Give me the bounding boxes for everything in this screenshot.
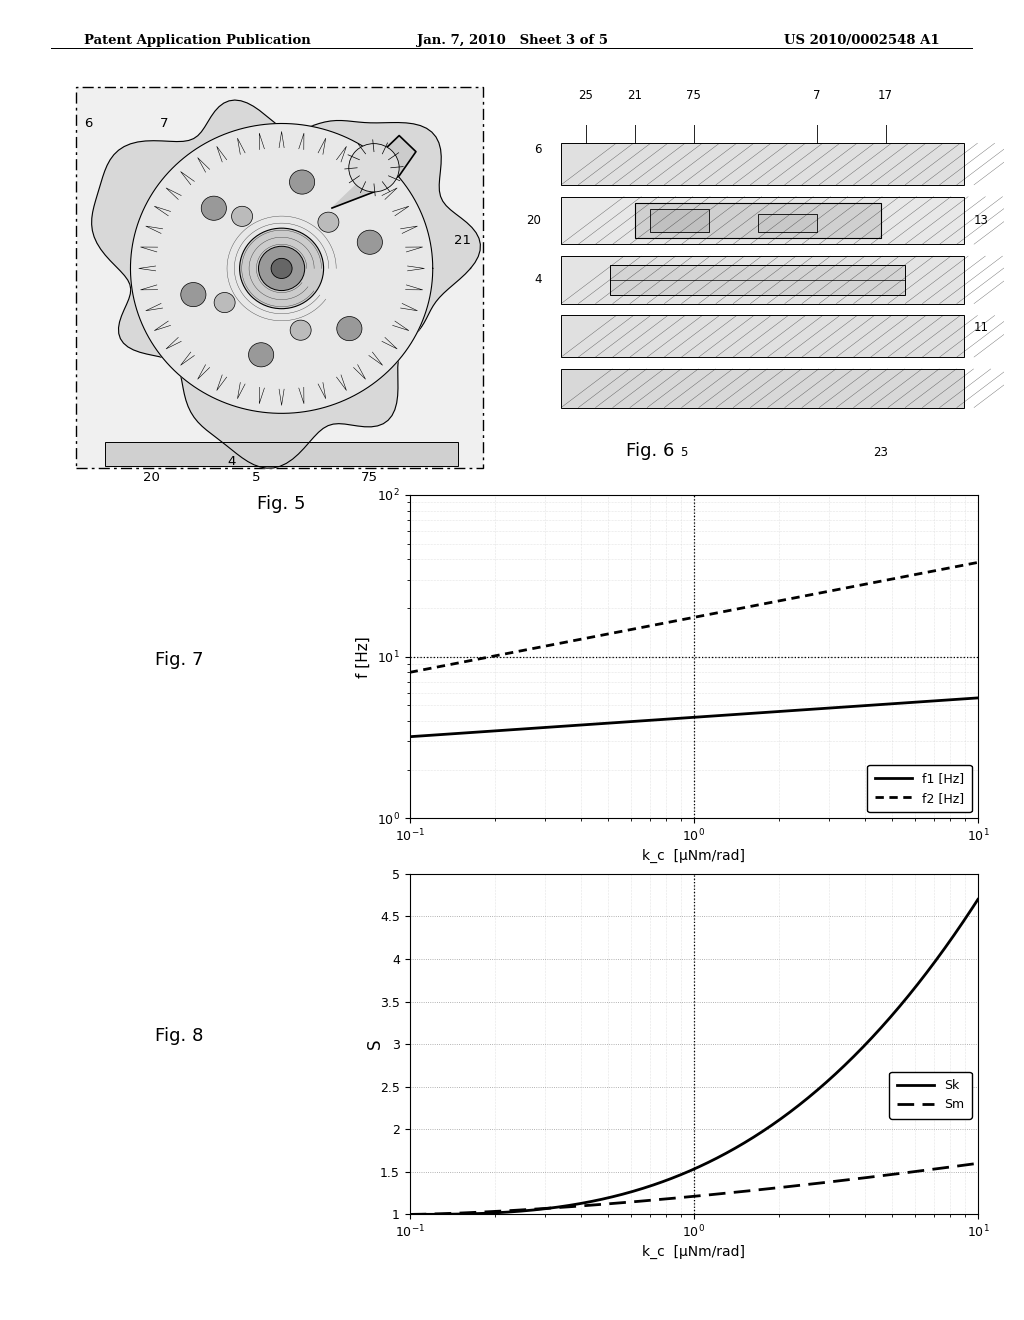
Text: 17: 17 — [878, 88, 893, 102]
Text: Fig. 8: Fig. 8 — [155, 1027, 204, 1045]
Text: 20: 20 — [143, 471, 160, 484]
Text: Patent Application Publication: Patent Application Publication — [84, 33, 310, 46]
FancyBboxPatch shape — [105, 441, 458, 466]
Text: 4: 4 — [227, 455, 236, 469]
X-axis label: k_c  [μNm/rad]: k_c [μNm/rad] — [642, 1245, 745, 1259]
Circle shape — [317, 213, 339, 232]
Bar — [561, 315, 965, 356]
Text: 23: 23 — [873, 446, 888, 459]
Polygon shape — [332, 136, 416, 209]
Circle shape — [214, 293, 236, 313]
Bar — [758, 214, 817, 232]
Circle shape — [231, 206, 253, 227]
Text: US 2010/0002548 A1: US 2010/0002548 A1 — [784, 33, 940, 46]
Text: 5: 5 — [680, 446, 688, 459]
Text: 75: 75 — [686, 88, 701, 102]
Bar — [561, 256, 965, 304]
Circle shape — [349, 144, 399, 191]
Circle shape — [290, 321, 311, 341]
Circle shape — [240, 228, 324, 309]
Text: Fig. 6: Fig. 6 — [626, 442, 675, 461]
Text: Fig. 5: Fig. 5 — [257, 495, 306, 513]
Y-axis label: f [Hz]: f [Hz] — [356, 636, 372, 677]
Text: Fig. 7: Fig. 7 — [155, 651, 204, 669]
Text: 7: 7 — [813, 88, 820, 102]
Text: 75: 75 — [361, 471, 378, 484]
Text: 5: 5 — [252, 471, 261, 484]
Text: 6: 6 — [534, 143, 542, 156]
Circle shape — [290, 170, 314, 194]
Circle shape — [202, 197, 226, 220]
Polygon shape — [130, 124, 433, 413]
Bar — [649, 209, 709, 232]
FancyBboxPatch shape — [76, 87, 483, 467]
Text: 21: 21 — [628, 88, 642, 102]
Legend: Sk, Sm: Sk, Sm — [889, 1072, 972, 1119]
Bar — [610, 265, 905, 294]
Circle shape — [271, 259, 292, 279]
Circle shape — [258, 247, 305, 290]
Text: 20: 20 — [526, 214, 542, 227]
Text: 11: 11 — [974, 321, 989, 334]
Text: 13: 13 — [974, 214, 989, 227]
Circle shape — [357, 230, 382, 255]
Text: Jan. 7, 2010   Sheet 3 of 5: Jan. 7, 2010 Sheet 3 of 5 — [417, 33, 607, 46]
Circle shape — [337, 317, 361, 341]
Y-axis label: S: S — [366, 1039, 383, 1049]
Bar — [561, 197, 965, 244]
Text: 25: 25 — [579, 88, 593, 102]
Bar — [561, 144, 965, 185]
X-axis label: k_c  [μNm/rad]: k_c [μNm/rad] — [642, 849, 745, 863]
Text: 6: 6 — [84, 117, 92, 129]
Text: 21: 21 — [454, 234, 471, 247]
Bar — [635, 202, 881, 238]
Text: 4: 4 — [534, 273, 542, 286]
Polygon shape — [91, 100, 480, 469]
Circle shape — [181, 282, 206, 306]
Circle shape — [249, 343, 273, 367]
Bar — [561, 368, 965, 408]
Legend: f1 [Hz], f2 [Hz]: f1 [Hz], f2 [Hz] — [867, 764, 972, 812]
Text: 7: 7 — [160, 117, 168, 129]
